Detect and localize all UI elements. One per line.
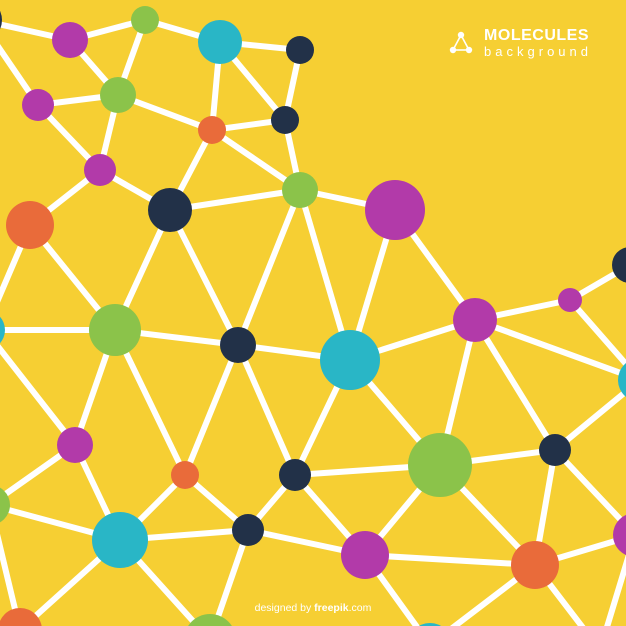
attribution: designed by freepik.com — [0, 602, 626, 614]
node — [539, 434, 571, 466]
node — [84, 154, 116, 186]
node — [220, 327, 256, 363]
node — [271, 106, 299, 134]
node — [282, 172, 318, 208]
node — [558, 288, 582, 312]
node — [92, 512, 148, 568]
footer-brand: freepik — [314, 602, 348, 614]
node — [100, 77, 136, 113]
molecule-network — [0, 0, 626, 626]
node — [341, 531, 389, 579]
node — [57, 427, 93, 463]
node — [232, 514, 264, 546]
node — [52, 22, 88, 58]
node — [89, 304, 141, 356]
node — [131, 6, 159, 34]
node — [198, 116, 226, 144]
node — [320, 330, 380, 390]
node — [171, 461, 199, 489]
footer-suffix: .com — [349, 602, 372, 614]
node — [22, 89, 54, 121]
node — [6, 201, 54, 249]
node — [408, 433, 472, 497]
node — [453, 298, 497, 342]
molecule-icon — [448, 30, 474, 56]
node — [279, 459, 311, 491]
node — [198, 20, 242, 64]
header: MOLECULES background — [448, 28, 592, 58]
node — [365, 180, 425, 240]
footer-prefix: designed by — [255, 602, 315, 614]
title-text: MOLECULES — [484, 28, 592, 45]
subtitle-text: background — [484, 45, 592, 59]
node — [511, 541, 559, 589]
node — [148, 188, 192, 232]
node — [286, 36, 314, 64]
